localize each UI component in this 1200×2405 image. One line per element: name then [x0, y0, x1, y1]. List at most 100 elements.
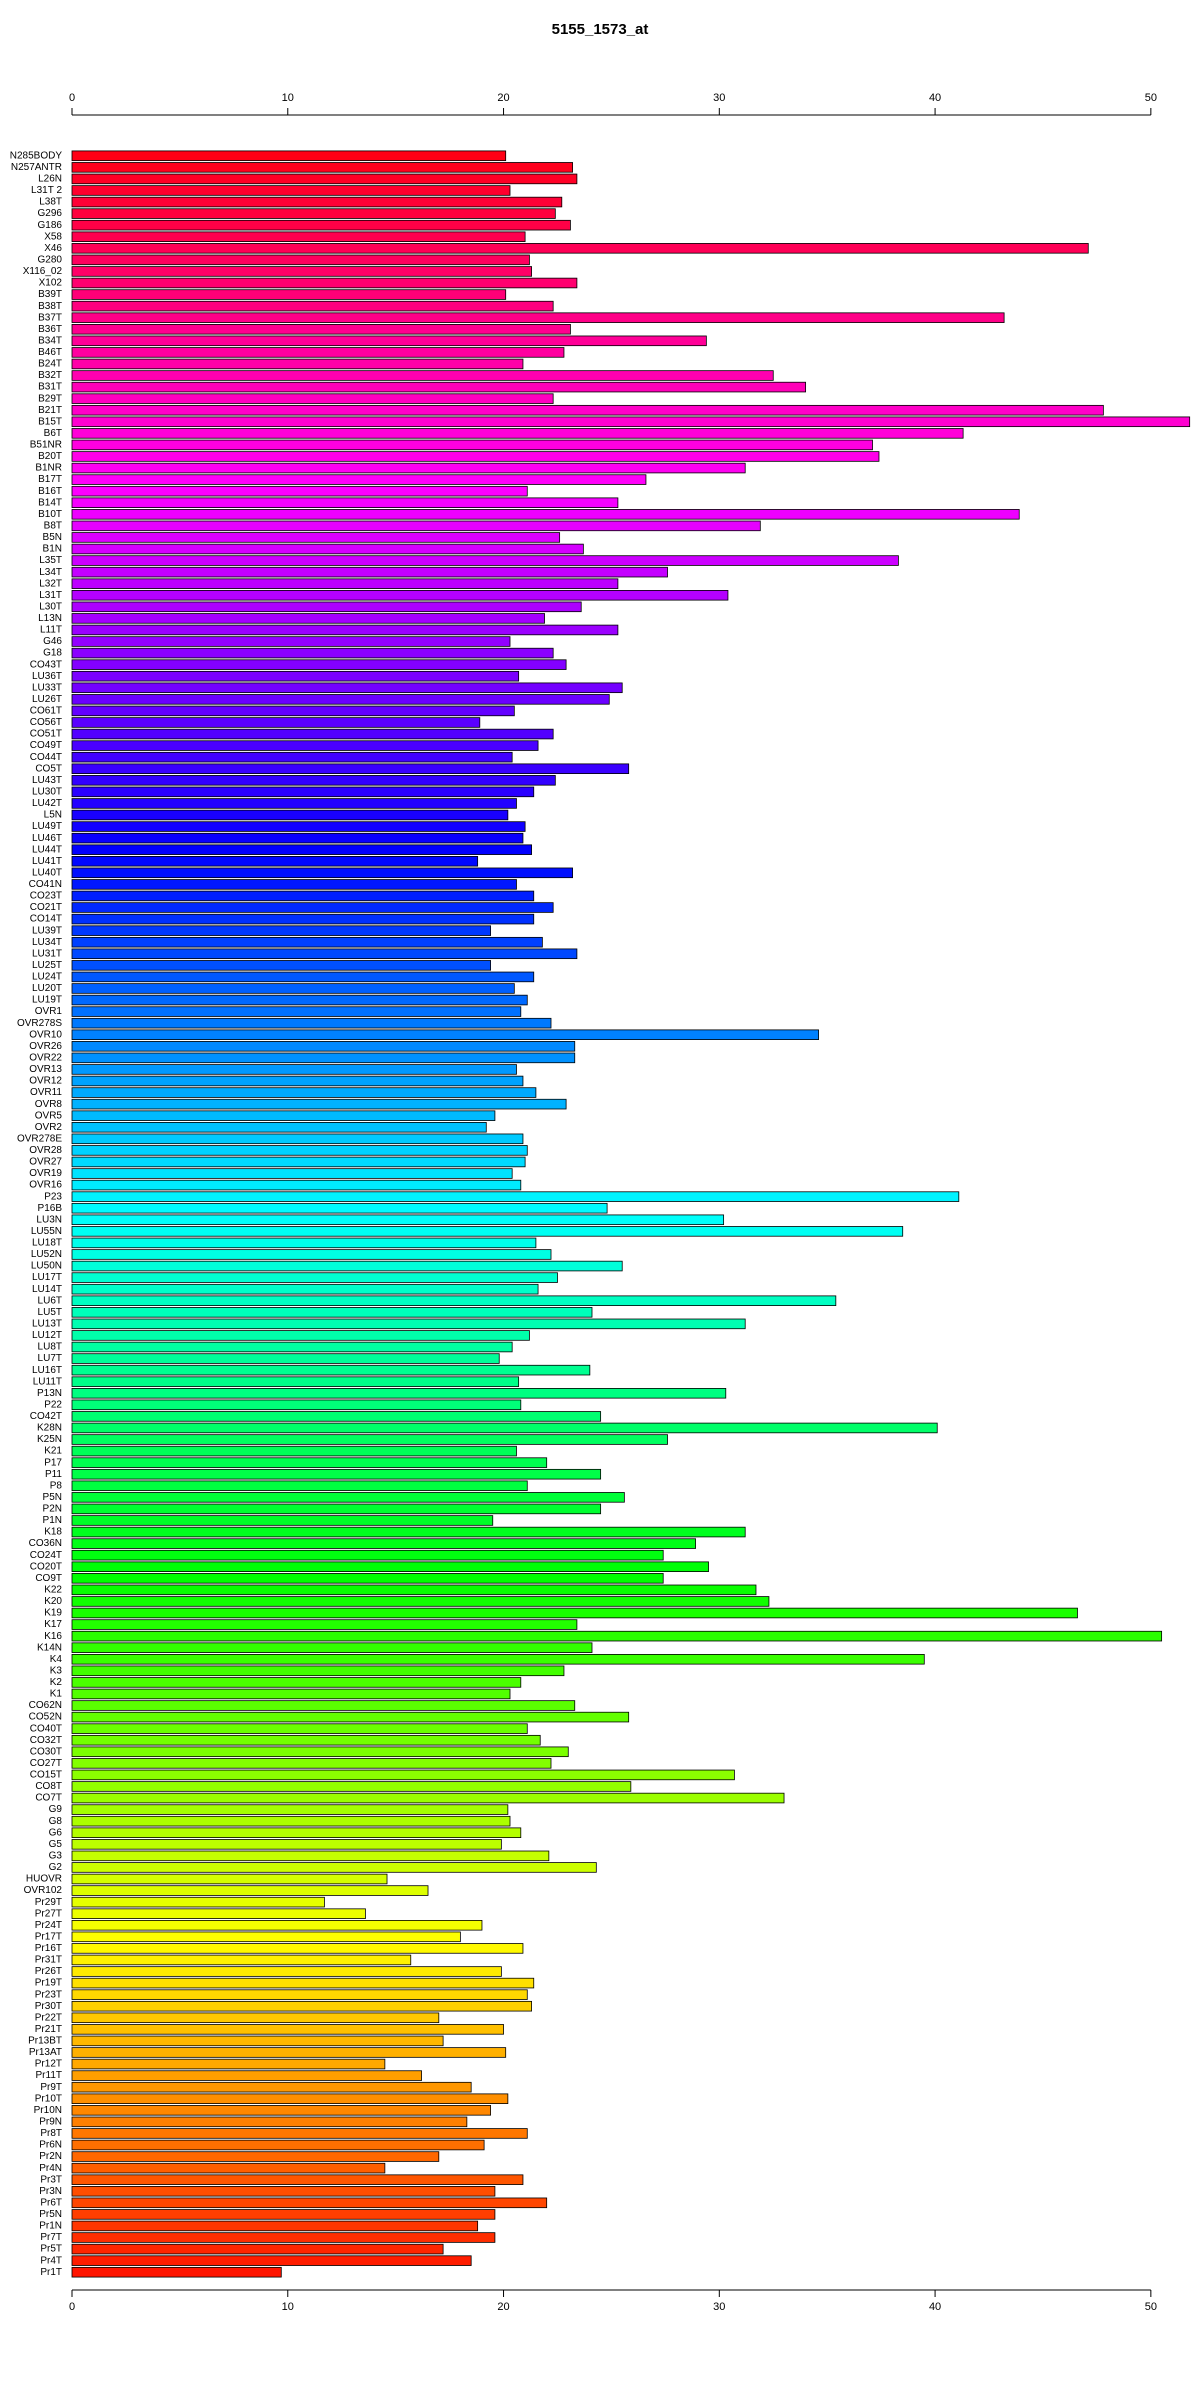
bar — [71, 948, 578, 960]
y-tick-label: Pr7T — [40, 2232, 62, 2243]
bar — [71, 2255, 472, 2266]
y-tick-label: P1N — [43, 1515, 62, 1526]
y-tick-label: LU40T — [32, 867, 62, 878]
bar — [71, 1422, 938, 1434]
y-tick-label: LU25T — [32, 960, 62, 971]
bar — [71, 1179, 522, 1191]
bar — [71, 1145, 528, 1156]
bar — [71, 1561, 709, 1572]
y-tick-label: B15T — [38, 416, 62, 427]
y-tick-label: B46T — [38, 347, 62, 358]
bar — [71, 208, 556, 219]
y-tick-label: B1NR — [35, 463, 62, 474]
bar — [71, 277, 578, 289]
bar — [71, 717, 481, 728]
y-tick-label: B16T — [38, 486, 62, 497]
y-tick-label: CO20T — [30, 1561, 62, 1572]
y-tick-label: LU24T — [32, 972, 62, 983]
bar — [71, 1249, 552, 1260]
y-tick-label: Pr12T — [35, 2059, 62, 2070]
y-tick-label: CO24T — [30, 1550, 62, 1561]
bar — [71, 1237, 537, 1249]
bar — [71, 1295, 837, 1306]
y-tick-label: G9 — [49, 1804, 63, 1815]
bar — [71, 694, 610, 705]
y-tick-label: Pr5N — [39, 2209, 62, 2220]
bar — [71, 370, 774, 381]
bar — [71, 2174, 524, 2185]
bar — [71, 1122, 487, 1133]
bar — [71, 1700, 576, 1711]
y-tick-label: K1 — [50, 1689, 63, 1700]
y-tick-label: Pr2N — [39, 2151, 62, 2162]
y-tick-label: K19 — [44, 1608, 62, 1619]
bar — [71, 983, 515, 994]
bar — [71, 1272, 558, 1283]
y-tick-label: K21 — [44, 1446, 62, 1457]
y-tick-label: Pr9N — [39, 2117, 62, 2128]
y-tick-label: LU19T — [32, 995, 62, 1006]
y-tick-label: CO42T — [30, 1411, 62, 1422]
bar — [71, 879, 517, 890]
bar — [71, 2186, 496, 2197]
y-tick-label: N257ANTR — [11, 162, 62, 173]
bar — [71, 1734, 541, 1746]
bar — [71, 1017, 552, 1029]
y-tick-label: P16B — [38, 1203, 63, 1214]
y-tick-label: OVR28 — [29, 1145, 62, 1156]
bar — [71, 566, 668, 578]
y-tick-label: OVR102 — [24, 1885, 63, 1896]
y-tick-label: P23 — [44, 1191, 62, 1202]
bar — [71, 1549, 664, 1561]
y-tick-label: LU55N — [31, 1226, 62, 1237]
y-tick-label: LU3N — [36, 1214, 62, 1225]
bar — [71, 2105, 491, 2116]
bar — [71, 1815, 511, 1827]
bar — [71, 185, 511, 196]
bar — [71, 659, 567, 670]
y-tick-label: N285BODY — [10, 150, 63, 161]
y-tick-label: K28N — [37, 1423, 62, 1434]
bar — [71, 1133, 524, 1145]
y-tick-label: CO32T — [30, 1735, 62, 1746]
bar — [71, 1839, 502, 1850]
y-tick-label: OVR26 — [29, 1041, 62, 1052]
bar — [71, 578, 619, 589]
bar — [71, 601, 582, 613]
bar — [71, 428, 964, 439]
bar — [71, 1920, 483, 1931]
y-tick-label: K3 — [50, 1665, 63, 1676]
y-tick-label: B6T — [44, 428, 62, 439]
bar — [71, 636, 511, 647]
y-tick-label: B8T — [44, 521, 62, 532]
bar — [71, 474, 647, 485]
y-tick-label: K18 — [44, 1527, 62, 1538]
bar — [71, 682, 623, 694]
bar — [71, 832, 524, 844]
bar — [71, 1341, 513, 1353]
bar — [71, 1399, 522, 1411]
y-tick-label: LU7T — [38, 1353, 62, 1364]
y-tick-label: OVR12 — [29, 1076, 62, 1087]
y-tick-label: CO52N — [29, 1712, 62, 1723]
bar — [71, 1411, 602, 1422]
y-tick-label: OVR278S — [17, 1018, 62, 1029]
y-tick-label: LU5T — [38, 1307, 62, 1318]
y-tick-label: G280 — [38, 255, 63, 266]
bar — [71, 1827, 522, 1838]
y-tick-label: B39T — [38, 289, 62, 300]
y-tick-label: OVR2 — [35, 1122, 63, 1133]
bar — [71, 705, 515, 717]
y-tick-label: Pr4N — [39, 2163, 62, 2174]
y-tick-label: LU33T — [32, 682, 62, 693]
bar — [71, 1307, 593, 1318]
bar — [71, 867, 573, 879]
y-tick-label: B32T — [38, 370, 62, 381]
y-tick-label: K17 — [44, 1619, 62, 1630]
bar — [71, 1966, 502, 1977]
y-tick-label: B17T — [38, 474, 62, 485]
y-tick-label: X102 — [39, 278, 63, 289]
bar — [71, 2139, 485, 2151]
bar — [71, 1388, 727, 1399]
x-tick-label: 30 — [713, 2301, 725, 2313]
